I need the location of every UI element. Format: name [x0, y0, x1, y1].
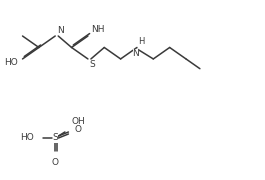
Text: N: N [132, 50, 139, 59]
Text: S: S [89, 60, 95, 69]
Text: HO: HO [4, 58, 17, 68]
Text: N: N [57, 26, 64, 35]
Text: H: H [138, 37, 144, 46]
Text: S: S [52, 134, 58, 143]
Text: O: O [74, 125, 81, 134]
Text: O: O [52, 158, 59, 167]
Text: NH: NH [91, 25, 104, 34]
Text: HO: HO [20, 134, 33, 143]
Text: OH: OH [72, 117, 86, 126]
